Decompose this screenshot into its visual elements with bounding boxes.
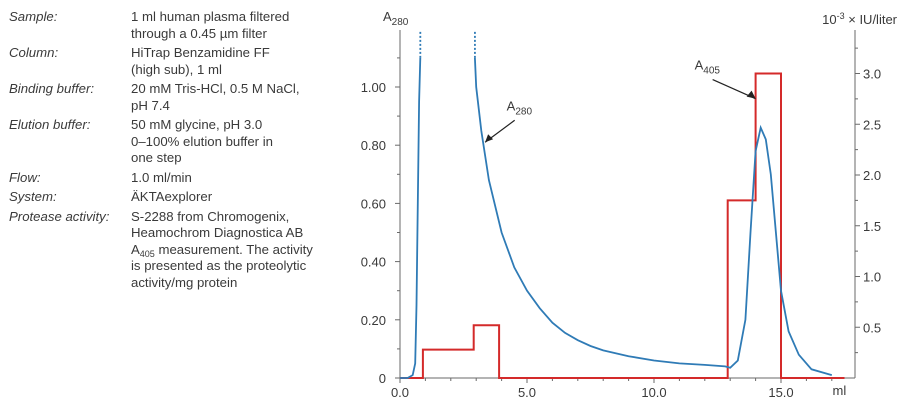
condition-value-line: 0–100% elution buffer in	[131, 133, 273, 149]
condition-value-line: ÄKTAexplorer	[131, 189, 213, 204]
condition-value-line: 1 ml human plasma filtered	[131, 9, 290, 24]
condition-value-line: 50 mM glycine, pH 3.0	[131, 117, 263, 132]
y-right-tick-label: 1.0	[863, 270, 881, 285]
a405-step-series	[400, 72, 845, 379]
condition-value-line: activity/mg protein	[131, 274, 238, 290]
condition-value-line: through a 0.45 µm filter	[131, 25, 267, 41]
condition-value: S-2288 from Chromogenix, Heamochrom Diagn…	[131, 209, 351, 292]
a280-series-decay	[474, 57, 833, 376]
condition-value-line: S-2288 from Chromogenix,	[131, 208, 290, 224]
x-tick-label: 5.0	[518, 385, 536, 400]
condition-value-line: 20 mM Tris-HCl, 0.5 M NaCl,	[131, 81, 300, 96]
condition-value: ÄKTAexplorer	[131, 189, 351, 206]
a280-annotation-label: A280	[507, 98, 533, 117]
condition-row: Column: HiTrap Benzamidine FF (high sub), …	[9, 45, 359, 78]
condition-value: 1 ml human plasma filtered through a 0.45…	[131, 9, 351, 42]
y-left-axis-label: A280	[383, 9, 409, 28]
x-axis-label: ml	[833, 383, 847, 398]
condition-value-line: HiTrap Benzamidine FF	[131, 45, 270, 60]
y-left-tick-label: 0.20	[361, 313, 386, 328]
y-left-tick-label: 0.40	[361, 255, 386, 270]
x-tick-label: 15.0	[768, 385, 793, 400]
condition-label: Protease activity:	[9, 208, 110, 224]
y-right-tick-label: 1.5	[863, 219, 881, 234]
y-left-tick-label: 1.00	[361, 80, 386, 95]
condition-label: Flow:	[9, 169, 41, 185]
conditions-panel: Sample: 1 ml human plasma filtered through…	[9, 9, 359, 294]
condition-label: System:	[9, 189, 57, 204]
y-right-tick-label: 2.5	[863, 117, 881, 132]
y-right-tick-label: 2.0	[863, 168, 881, 183]
y-right-tick-label: 0.5	[863, 320, 881, 335]
condition-row: Flow: 1.0 ml/min	[9, 170, 359, 187]
condition-label: Sample:	[9, 9, 58, 24]
condition-value: 50 mM glycine, pH 3.0 0–100% elution buff…	[131, 117, 351, 167]
condition-row: Elution buffer: 50 mM glycine, pH 3.0 0–10…	[9, 117, 359, 167]
condition-row: Binding buffer: 20 mM Tris-HCl, 0.5 M NaC…	[9, 81, 359, 114]
y-right-axis-label: 10-3 × IU/liter	[822, 11, 898, 27]
condition-label: Column:	[9, 45, 59, 60]
condition-value-line: pH 7.4	[131, 97, 170, 113]
condition-value-line: 1.0 ml/min	[131, 169, 192, 185]
condition-value-line: is presented as the proteolytic	[131, 258, 307, 273]
condition-value-line: (high sub), 1 ml	[131, 61, 222, 77]
a280-arrowhead	[485, 134, 494, 143]
y-right-tick-label: 3.0	[863, 67, 881, 82]
condition-label: Binding buffer:	[9, 81, 95, 96]
y-left-tick-label: 0.80	[361, 138, 386, 153]
condition-row: Protease activity: S-2288 from Chromogeni…	[9, 209, 359, 292]
y-left-tick-label: 0	[379, 371, 386, 386]
condition-value: 20 mM Tris-HCl, 0.5 M NaCl, pH 7.4	[131, 81, 351, 114]
a280-series-rise	[400, 57, 422, 379]
condition-value: HiTrap Benzamidine FF (high sub), 1 ml	[131, 45, 351, 78]
condition-value-line: A405 measurement. The activity	[131, 241, 313, 259]
x-tick-label: 0.0	[391, 385, 409, 400]
condition-value: 1.0 ml/min	[131, 170, 351, 187]
condition-row: Sample: 1 ml human plasma filtered through…	[9, 9, 359, 42]
condition-value-line: one step	[131, 150, 182, 165]
condition-value-line: Heamochrom Diagnostica AB	[131, 225, 304, 240]
y-left-tick-label: 0.60	[361, 196, 386, 211]
x-tick-label: 10.0	[641, 385, 666, 400]
condition-label: Elution buffer:	[9, 117, 91, 132]
condition-row: System: ÄKTAexplorer	[9, 189, 359, 206]
a405-arrowhead	[746, 90, 756, 99]
a405-annotation-label: A405	[695, 58, 721, 77]
